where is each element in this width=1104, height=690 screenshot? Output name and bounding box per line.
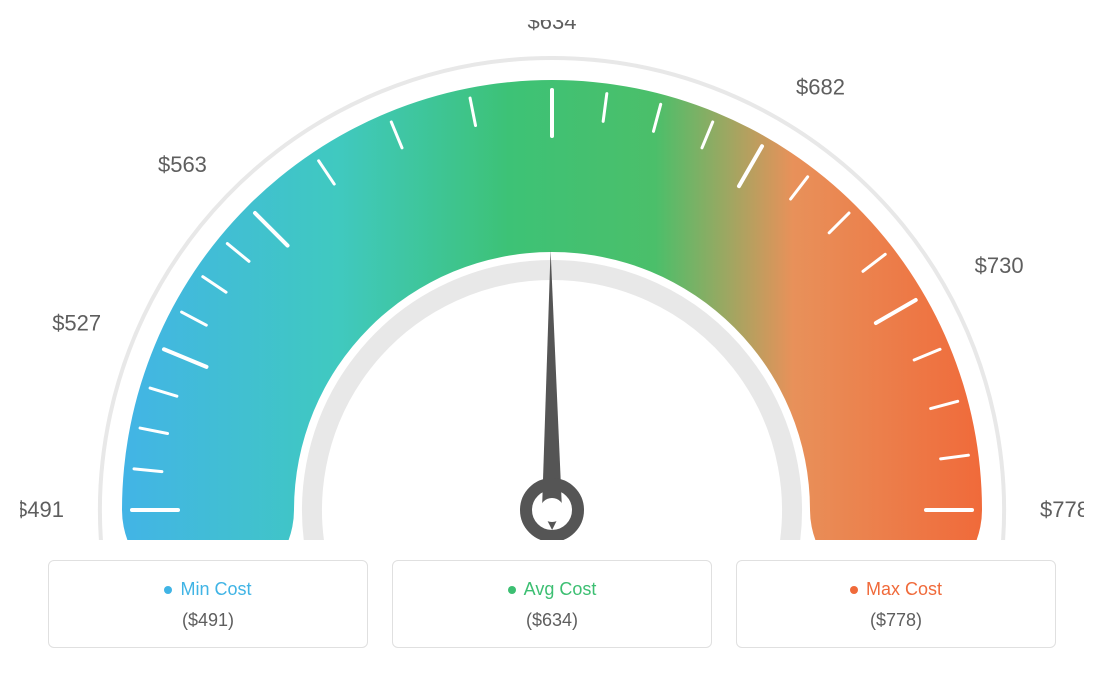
legend-card-max: Max Cost ($778) <box>736 560 1056 648</box>
svg-text:$563: $563 <box>158 152 207 177</box>
legend-title-min: Min Cost <box>164 579 251 600</box>
legend-row: Min Cost ($491) Avg Cost ($634) Max Cost… <box>20 560 1084 648</box>
gauge-chart: $491 $527 $563 $634 $682 $730 $778 <box>20 20 1084 540</box>
legend-value-avg: ($634) <box>403 610 701 631</box>
legend-label-avg: Avg Cost <box>524 579 597 600</box>
legend-label-min: Min Cost <box>180 579 251 600</box>
svg-text:$730: $730 <box>975 253 1024 278</box>
legend-card-avg: Avg Cost ($634) <box>392 560 712 648</box>
dot-min <box>164 586 172 594</box>
svg-text:$778: $778 <box>1040 497 1084 522</box>
legend-card-min: Min Cost ($491) <box>48 560 368 648</box>
svg-text:$634: $634 <box>528 20 577 34</box>
legend-value-max: ($778) <box>747 610 1045 631</box>
legend-label-max: Max Cost <box>866 579 942 600</box>
svg-text:$682: $682 <box>796 74 845 99</box>
legend-title-avg: Avg Cost <box>508 579 597 600</box>
dot-max <box>850 586 858 594</box>
svg-text:$491: $491 <box>20 497 64 522</box>
legend-title-max: Max Cost <box>850 579 942 600</box>
dot-avg <box>508 586 516 594</box>
gauge-svg: $491 $527 $563 $634 $682 $730 $778 <box>20 20 1084 540</box>
svg-text:$527: $527 <box>52 310 101 335</box>
legend-value-min: ($491) <box>59 610 357 631</box>
